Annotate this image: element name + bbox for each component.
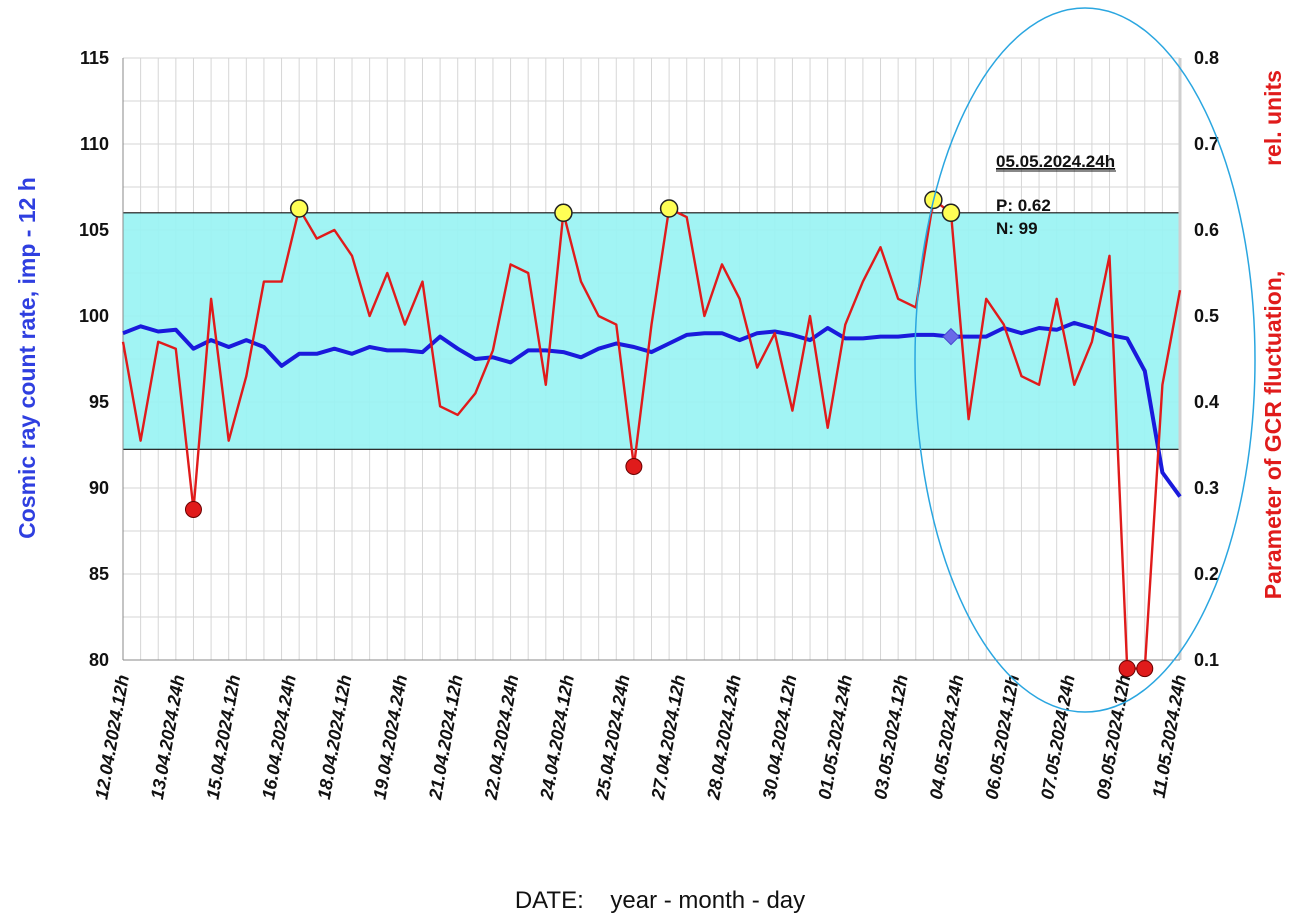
x-tick-label: 24.04.2024.12h [536, 673, 578, 802]
x-tick-label: 28.04.2024.24h [703, 673, 745, 802]
x-tick-label: 01.05.2024.24h [815, 673, 857, 801]
x-tick-label: 09.05.2024.12h [1093, 673, 1135, 801]
x-tick-label: 22.04.2024.24h [481, 673, 523, 802]
yellow-marker [941, 203, 961, 223]
red-marker [1118, 660, 1136, 678]
x-tick-label: 30.04.2024.12h [759, 673, 801, 801]
right-y-axis-label-part2: rel. units [1260, 70, 1286, 166]
right-y-tick-label: 0.8 [1194, 48, 1219, 68]
annotation-p: P: 0.62 [996, 196, 1051, 215]
right-y-tick-label: 0.4 [1194, 392, 1219, 412]
right-y-tick-label: 0.3 [1194, 478, 1219, 498]
right-y-tick-label: 0.6 [1194, 220, 1219, 240]
right-y-tick-label: 0.5 [1194, 306, 1219, 326]
x-tick-label: 06.05.2024.12h [981, 673, 1023, 801]
x-tick-label: 11.05.2024.24h [1149, 673, 1190, 799]
highlight-ellipse [914, 7, 1256, 713]
yellow-marker [289, 199, 309, 218]
right-y-tick-label: 0.2 [1194, 564, 1219, 584]
x-axis-label: DATE: year - month - day [515, 887, 805, 914]
left-y-tick-label: 110 [80, 134, 109, 154]
right-y-tick-label: 0.1 [1194, 650, 1219, 670]
x-tick-label: 18.04.2024.12h [314, 673, 356, 801]
x-tick-label: 19.04.2024.24h [370, 673, 412, 801]
right-y-tick-labels: 0.1 0.2 0.3 0.4 0.5 0.6 0.7 0.8 [1194, 48, 1219, 670]
x-tick-labels: 12.04.2024.12h 13.04.2024.24h 15.04.2024.1… [91, 673, 1190, 802]
red-marker [1136, 660, 1154, 678]
left-y-tick-label: 90 [89, 478, 109, 498]
left-y-tick-label: 100 [79, 306, 109, 326]
x-tick-label: 27.04.2024.12h [647, 673, 689, 802]
x-tick-label: 21.04.2024.12h [425, 673, 467, 802]
annotation-date: 05.05.2024.24h [996, 152, 1115, 171]
right-y-axis-label-part1: Parameter of GCR fluctuation, [1260, 271, 1286, 599]
red-marker [625, 458, 643, 475]
left-y-tick-labels: 80 85 90 95 100 105 110 115 [79, 48, 109, 670]
left-y-tick-label: 105 [79, 220, 109, 240]
left-y-tick-label: 95 [89, 392, 109, 412]
annotation-n: N: 99 [996, 219, 1038, 238]
axes [122, 58, 1182, 661]
x-tick-label: 15.04.2024.12h [203, 673, 245, 801]
left-y-tick-label: 115 [80, 48, 109, 68]
x-tick-label: 04.05.2024.24h [926, 673, 968, 801]
x-tick-label: 03.05.2024.12h [870, 673, 912, 801]
yellow-marker [554, 203, 573, 223]
x-tick-label: 12.04.2024.12h [91, 673, 133, 801]
x-tick-label: 25.04.2024.24h [592, 673, 634, 802]
point-markers [184, 190, 1154, 678]
yellow-marker [659, 199, 679, 218]
right-y-tick-label: 0.7 [1194, 134, 1219, 154]
x-tick-label: 07.05.2024.24h [1037, 673, 1079, 801]
left-y-axis-label: Cosmic ray count rate, imp - 12 h [14, 177, 40, 539]
red-marker [184, 501, 202, 518]
left-y-tick-label: 85 [89, 564, 109, 584]
diamond-marker [942, 327, 960, 346]
x-tick-label: 16.04.2024.24h [258, 673, 300, 801]
left-y-tick-label: 80 [89, 650, 109, 670]
x-tick-label: 13.04.2024.24h [147, 673, 189, 801]
